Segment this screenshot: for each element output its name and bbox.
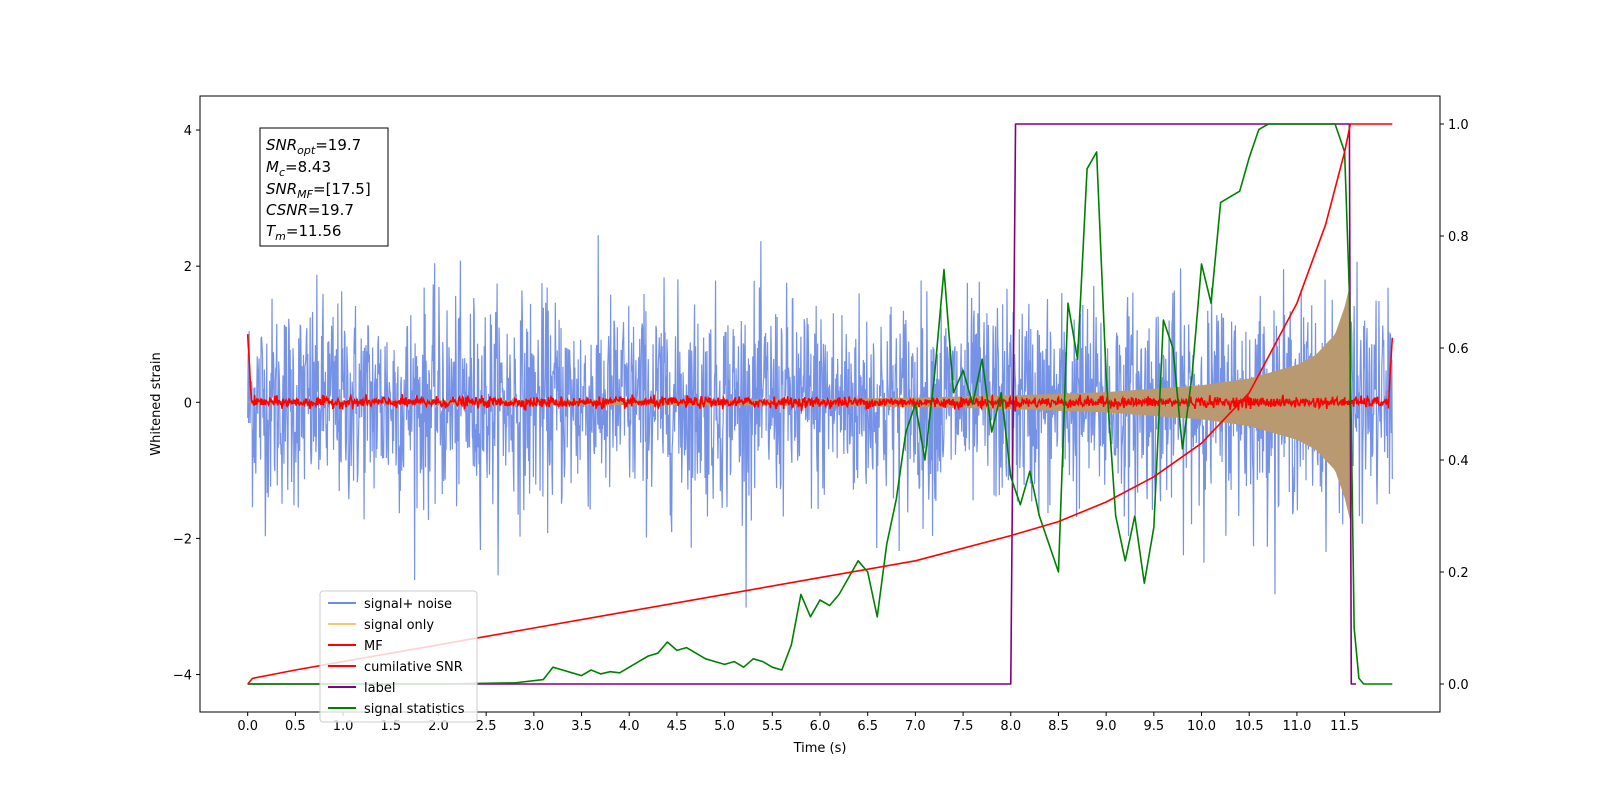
info-line-csnr: CSNR=19.7 xyxy=(266,201,354,219)
legend-label-signal-only: signal only xyxy=(364,618,434,633)
x-tick-label: 1.0 xyxy=(333,719,354,734)
y-right-tick-label: 1.0 xyxy=(1448,118,1469,133)
x-tick-label: 4.0 xyxy=(619,719,640,734)
x-tick-label: 5.0 xyxy=(714,719,735,734)
info-line-mc: Mc=8.43 xyxy=(266,158,331,179)
y-right-tick-label: 0.4 xyxy=(1448,454,1469,469)
x-tick-label: 3.5 xyxy=(571,719,592,734)
x-axis-title: Time (s) xyxy=(793,741,847,756)
series-mf-line xyxy=(246,334,1394,412)
y-left-tick-label: 0 xyxy=(184,396,192,411)
x-tick-label: 2.5 xyxy=(476,719,497,734)
x-tick-label: 7.0 xyxy=(905,719,926,734)
x-tick-label: 8.0 xyxy=(1000,719,1021,734)
info-line-snr-opt: SNRopt=19.7 xyxy=(266,136,361,157)
y-left-tick-label: 4 xyxy=(184,124,192,139)
x-tick-label: 10.0 xyxy=(1187,719,1216,734)
x-tick-label: 0.5 xyxy=(285,719,306,734)
x-tick-label: 7.5 xyxy=(953,719,974,734)
y-left-tick-label: −4 xyxy=(173,669,192,684)
y-right-tick-label: 0.6 xyxy=(1448,342,1469,357)
x-tick-label: 11.0 xyxy=(1282,719,1311,734)
y-right-tick-label: 0.0 xyxy=(1448,678,1469,693)
legend-label-signal-statistics: signal statistics xyxy=(364,702,465,717)
info-line-tm: Tm=11.56 xyxy=(266,222,341,243)
series-signal-statistics-line xyxy=(247,123,1393,685)
x-tick-label: 3.0 xyxy=(524,719,545,734)
x-tick-label: 9.5 xyxy=(1144,719,1165,734)
series-signal-noise-line xyxy=(247,235,1393,608)
legend-label-cumulative-snr: cumilative SNR xyxy=(364,660,463,675)
info-box-frame xyxy=(259,127,389,247)
series-label-line xyxy=(247,123,1357,685)
x-tick-label: 1.5 xyxy=(380,719,401,734)
y-right-tick-label: 0.8 xyxy=(1448,230,1469,245)
x-tick-label: 2.0 xyxy=(428,719,449,734)
x-tick-label: 6.5 xyxy=(857,719,878,734)
x-tick-label: 11.5 xyxy=(1330,719,1359,734)
info-box: SNRopt=19.7 Mc=8.43 SNRMF=[17.5] CSNR=19… xyxy=(259,127,389,247)
x-tick-label: 10.5 xyxy=(1235,719,1264,734)
y-right-tick-label: 0.2 xyxy=(1448,566,1469,581)
x-tick-label: 0.0 xyxy=(237,719,258,734)
legend: signal+ noise signal only MF cumilative … xyxy=(319,590,478,723)
x-tick-label: 5.5 xyxy=(762,719,783,734)
legend-label-mf: MF xyxy=(364,639,383,654)
info-line-snr-mf: SNRMF=[17.5] xyxy=(266,180,371,201)
y-left-tick-label: 2 xyxy=(184,260,192,275)
series-layer xyxy=(246,123,1394,685)
axes-layer: 0.0 0.5 1.0 1.5 2.0 2.5 3.0 3.5 4.0 4.5 5.0 5.5 6.0 6… xyxy=(173,118,1469,734)
legend-label-signal-noise: signal+ noise xyxy=(364,597,452,612)
x-tick-label: 9.0 xyxy=(1096,719,1117,734)
y-left-tick-label: −2 xyxy=(173,532,192,547)
y-axis-title: Whitened strain xyxy=(149,352,164,455)
legend-label-label: label xyxy=(364,681,395,696)
legend-frame xyxy=(319,590,478,723)
x-tick-label: 4.5 xyxy=(667,719,688,734)
x-tick-label: 6.0 xyxy=(810,719,831,734)
x-tick-label: 8.5 xyxy=(1048,719,1069,734)
